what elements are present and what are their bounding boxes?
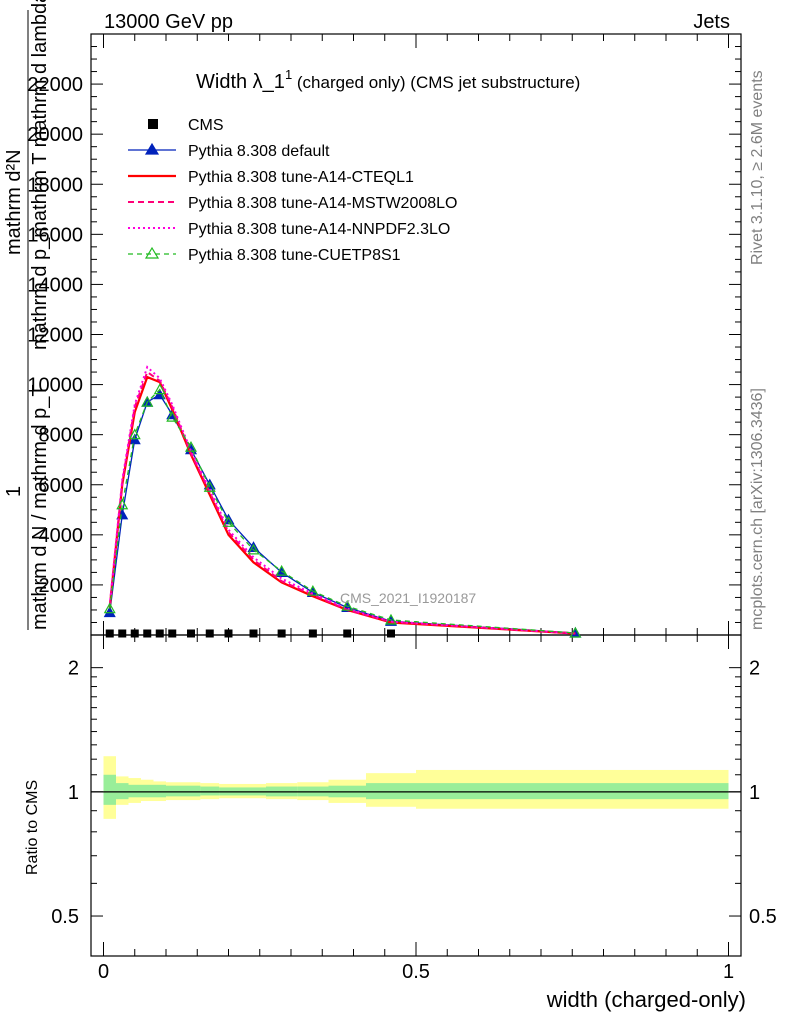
y-tick-label: 8000 [39,425,84,447]
x-axis-label: width (charged-only) [546,987,746,1012]
title-sup: 1 [285,67,292,82]
y-tick-label: 4000 [39,525,84,547]
series-marker [103,602,116,614]
plot-title: Width λ_11 (charged only) (CMS jet subst… [196,67,580,93]
cms-point [118,629,127,638]
cms-point [343,629,352,638]
ratio-band-inner [153,784,166,798]
ratio-band-inner [166,785,179,797]
legend-marker [144,142,160,155]
x-axis: 0 0.5 1 [98,34,734,983]
series-marker [166,410,179,422]
series-marker [116,498,129,510]
title-main: Width λ_1 [196,71,285,93]
legend-marker [148,119,158,129]
legend-label: Pythia 8.308 tune-A14-CTEQL1 [188,169,414,186]
ratio-ylabel: Ratio to CMS [24,780,41,875]
cms-point [387,629,395,638]
legend-label: Pythia 8.308 tune-A14-NNPDF2.3LO [188,221,450,238]
series-marker [103,606,116,618]
series-marker [153,383,166,395]
y-tick-label: 22000 [27,74,83,96]
series-marker [275,564,288,576]
cms-point [249,629,258,638]
ratio-y-axis: 0.5 0.5 1 1 2 2 [51,658,777,928]
series-marker [306,584,319,596]
ratio-tick-label: 0.5 [51,906,79,928]
ratio-band-inner [141,784,154,798]
series-marker [128,428,141,440]
series-marker [247,543,260,555]
ratio-band-inner [200,786,220,796]
main-y-axis: 2000 4000 6000 8000 10000 12000 14000 16000 1800… [27,33,741,636]
y-tick-label: 10000 [27,375,83,397]
ratio-band-inner [366,783,416,800]
title-rest: (charged only) (CMS jet substructure) [292,73,580,92]
analysis-watermark: CMS_2021_I1920187 [340,590,476,606]
ratio-band-inner [116,783,129,800]
cms-point [308,629,317,638]
mc-series [103,365,582,638]
ratio-tick-label-right: 2 [749,658,760,680]
series-marker [141,395,154,407]
cms-point [205,629,214,638]
ratio-band-inner [416,783,729,800]
ratio-tick-label-right: 1 [749,782,760,804]
series-marker [341,599,354,611]
y-tick-label: 2000 [39,575,84,597]
y-tick-label: 16000 [27,224,83,246]
ratio-band-inner [128,784,141,798]
y-tick-label: 18000 [27,174,83,196]
legend-label: CMS [188,117,224,134]
series-line [108,370,576,635]
cms-point [224,629,233,638]
cms-point [155,629,164,638]
ratio-bands [103,756,729,819]
cms-point [105,629,114,638]
legend-label: Pythia 8.308 tune-A14-MSTW2008LO [188,195,457,212]
x-tick-label: 0 [98,961,109,983]
series-marker [384,613,398,625]
mcplots-label: mcplots.cern.ch [arXiv:1306.3436] [749,388,766,630]
ylabel-one: 1 [3,486,25,497]
series-marker [203,481,216,492]
y-tick-label: 20000 [27,124,83,146]
series-marker [184,440,198,452]
ylabel-line3: mathrm d N / mathrm d p_T [29,384,51,630]
rivet-label: Rivet 3.1.10, ≥ 2.6M events [749,70,766,265]
ratio-band-inner [178,785,201,797]
legend-label: Pythia 8.308 tune-CUETP8S1 [188,247,401,264]
cms-point [187,629,195,638]
cms-point [277,629,286,638]
ratio-band-inner [103,774,116,805]
legend-label: Pythia 8.308 default [188,143,330,160]
header-right: Jets [693,11,730,33]
series-marker [222,516,235,527]
ratio-tick-label: 2 [68,658,79,680]
legend: CMS Pythia 8.308 default Pythia 8.308 tune… [128,117,457,264]
cms-point [130,629,139,638]
series-line [108,365,576,635]
x-tick-label: 0.5 [402,961,430,983]
main-ylabel: mathrm d²N mathrm d p_mathrm T mathrm d … [3,0,51,630]
header-left: 13000 GeV pp [104,11,233,33]
y-tick-label: 14000 [27,274,83,296]
ylabel-denominator: mathrm d p_mathrm T mathrm d lambda [29,0,51,350]
cms-point [143,629,152,638]
cms-data-points [105,629,395,638]
cms-point [168,629,177,638]
ratio-tick-label: 1 [68,782,79,804]
y-tick-label: 6000 [39,475,84,497]
legend-marker [144,246,160,259]
y-tick-label: 12000 [27,325,83,347]
ratio-tick-label-right: 0.5 [749,906,777,928]
x-tick-label: 1 [723,961,734,983]
series-marker [569,626,582,638]
ylabel-numerator: mathrm d²N [3,149,25,255]
